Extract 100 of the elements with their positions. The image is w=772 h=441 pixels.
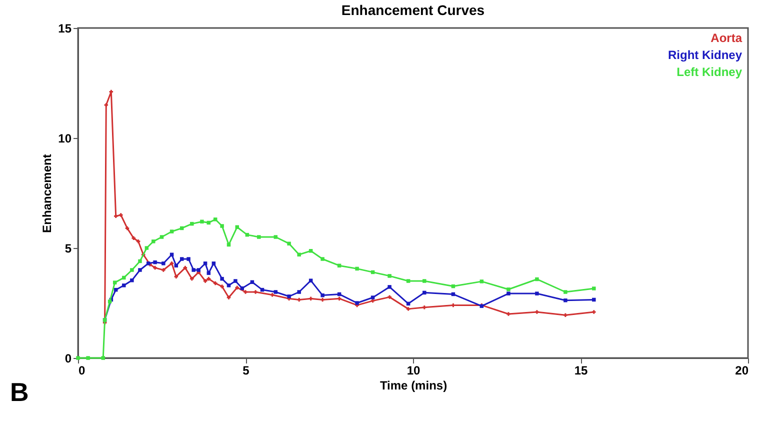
point (592, 310, 596, 314)
point (162, 268, 166, 272)
point (297, 252, 301, 256)
point (535, 292, 539, 296)
point (101, 356, 105, 360)
point (388, 295, 392, 299)
point (203, 262, 208, 266)
point (564, 290, 568, 294)
point (174, 274, 178, 278)
point (196, 268, 200, 272)
point (535, 310, 539, 314)
point (506, 292, 510, 296)
x-tick-label: 5 (242, 364, 250, 378)
x-axis-title: Time (mins) (380, 378, 448, 392)
point (162, 262, 166, 266)
point (297, 298, 301, 302)
point (138, 259, 142, 264)
point (422, 306, 426, 310)
point (506, 287, 510, 292)
point (130, 268, 134, 272)
point (76, 356, 80, 360)
point (257, 235, 261, 239)
y-tick-label: 15 (58, 22, 72, 36)
y-tick-label: 5 (64, 242, 72, 256)
point (130, 278, 134, 282)
point (388, 274, 392, 278)
point (308, 296, 313, 300)
point (200, 220, 204, 224)
point (355, 266, 359, 271)
point (220, 284, 224, 288)
point (180, 257, 184, 261)
point (506, 312, 510, 316)
point (254, 290, 258, 294)
point (213, 218, 218, 222)
point (212, 262, 216, 266)
text: Right Kidney (668, 48, 742, 62)
point (170, 262, 174, 266)
point (144, 246, 149, 250)
point (355, 301, 359, 305)
x-tick-label: 15 (574, 364, 588, 378)
y-tick-label: 0 (64, 352, 72, 366)
x-tick-label: 0 (78, 364, 86, 378)
point (170, 252, 174, 256)
point (152, 240, 156, 244)
point (274, 235, 278, 239)
point (234, 279, 238, 283)
point (192, 268, 196, 272)
point (235, 225, 239, 229)
point (183, 266, 188, 270)
point (160, 235, 164, 239)
point (337, 296, 342, 300)
point (190, 222, 194, 226)
text: Left Kidney (676, 65, 742, 79)
point (270, 292, 274, 297)
y-axis-title: Enhancement (40, 154, 54, 233)
point (370, 296, 375, 300)
point (406, 279, 410, 283)
point (174, 264, 178, 268)
point (406, 307, 410, 311)
point (308, 278, 313, 282)
text: B (10, 377, 29, 407)
point (138, 268, 142, 272)
point (535, 277, 539, 282)
point (320, 257, 324, 261)
point (422, 290, 426, 295)
point (122, 284, 126, 288)
point (250, 280, 254, 284)
point (287, 242, 291, 246)
point (564, 298, 568, 302)
point (206, 271, 211, 275)
point (186, 257, 190, 261)
x-tick-label: 20 (735, 364, 749, 378)
point (274, 290, 278, 294)
text: Aorta (710, 31, 742, 45)
point (592, 286, 596, 290)
point (119, 213, 123, 217)
point (564, 313, 568, 317)
chart-title: Enhancement Curves (341, 2, 485, 18)
x-tick-label: 10 (406, 364, 420, 378)
y-tick-label: 10 (58, 132, 72, 146)
point (190, 276, 194, 281)
point (592, 298, 596, 302)
point (86, 356, 90, 360)
point (170, 230, 174, 234)
point (320, 293, 324, 298)
point (235, 286, 239, 290)
point (206, 276, 211, 281)
point (337, 264, 342, 268)
point (132, 236, 136, 240)
point (153, 266, 157, 270)
point (297, 290, 301, 294)
point (226, 284, 231, 288)
point (109, 90, 114, 94)
point (153, 260, 157, 264)
point (220, 276, 224, 281)
point (112, 280, 117, 284)
point (122, 276, 126, 280)
point (320, 298, 324, 302)
point (388, 285, 392, 289)
point (136, 240, 140, 244)
